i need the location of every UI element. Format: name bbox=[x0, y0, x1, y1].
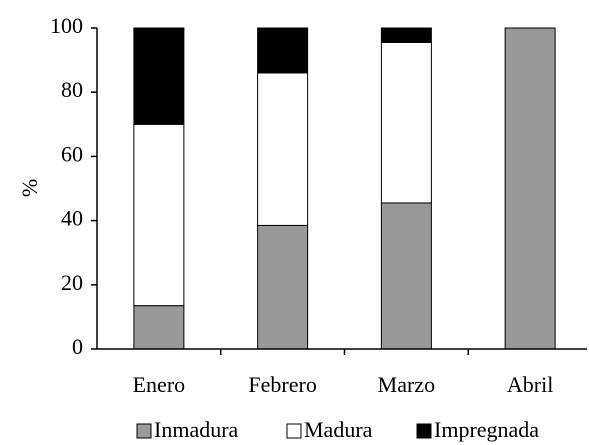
legend-label: Inmadura bbox=[154, 417, 239, 442]
y-tick-label: 80 bbox=[61, 77, 83, 102]
bar-segment bbox=[504, 27, 556, 350]
y-tick-label: 0 bbox=[72, 334, 83, 359]
legend-swatch bbox=[136, 423, 152, 439]
bar-segment bbox=[257, 224, 309, 350]
bar-segment bbox=[257, 72, 309, 226]
y-tick-label: 20 bbox=[61, 270, 83, 295]
bar-segment bbox=[380, 27, 432, 43]
x-tick-label: Enero bbox=[133, 372, 186, 397]
x-tick-label: Febrero bbox=[248, 372, 316, 397]
y-tick-label: 40 bbox=[61, 206, 83, 231]
x-tick-label: Abril bbox=[507, 372, 553, 397]
legend-label: Madura bbox=[304, 417, 373, 442]
y-axis-label: % bbox=[17, 179, 42, 197]
bar-segment bbox=[133, 305, 185, 350]
legend-swatch bbox=[286, 423, 302, 439]
legend-label: Impregnada bbox=[434, 417, 539, 442]
bar-segment bbox=[133, 27, 185, 125]
y-tick-label: 60 bbox=[61, 141, 83, 166]
x-tick-label: Marzo bbox=[378, 372, 435, 397]
y-tick-label: 100 bbox=[50, 13, 83, 38]
bar-segment bbox=[380, 41, 432, 204]
bar-segment bbox=[133, 123, 185, 307]
bar-segment bbox=[257, 27, 309, 74]
legend-swatch bbox=[416, 423, 432, 439]
bar-segment bbox=[380, 202, 432, 350]
